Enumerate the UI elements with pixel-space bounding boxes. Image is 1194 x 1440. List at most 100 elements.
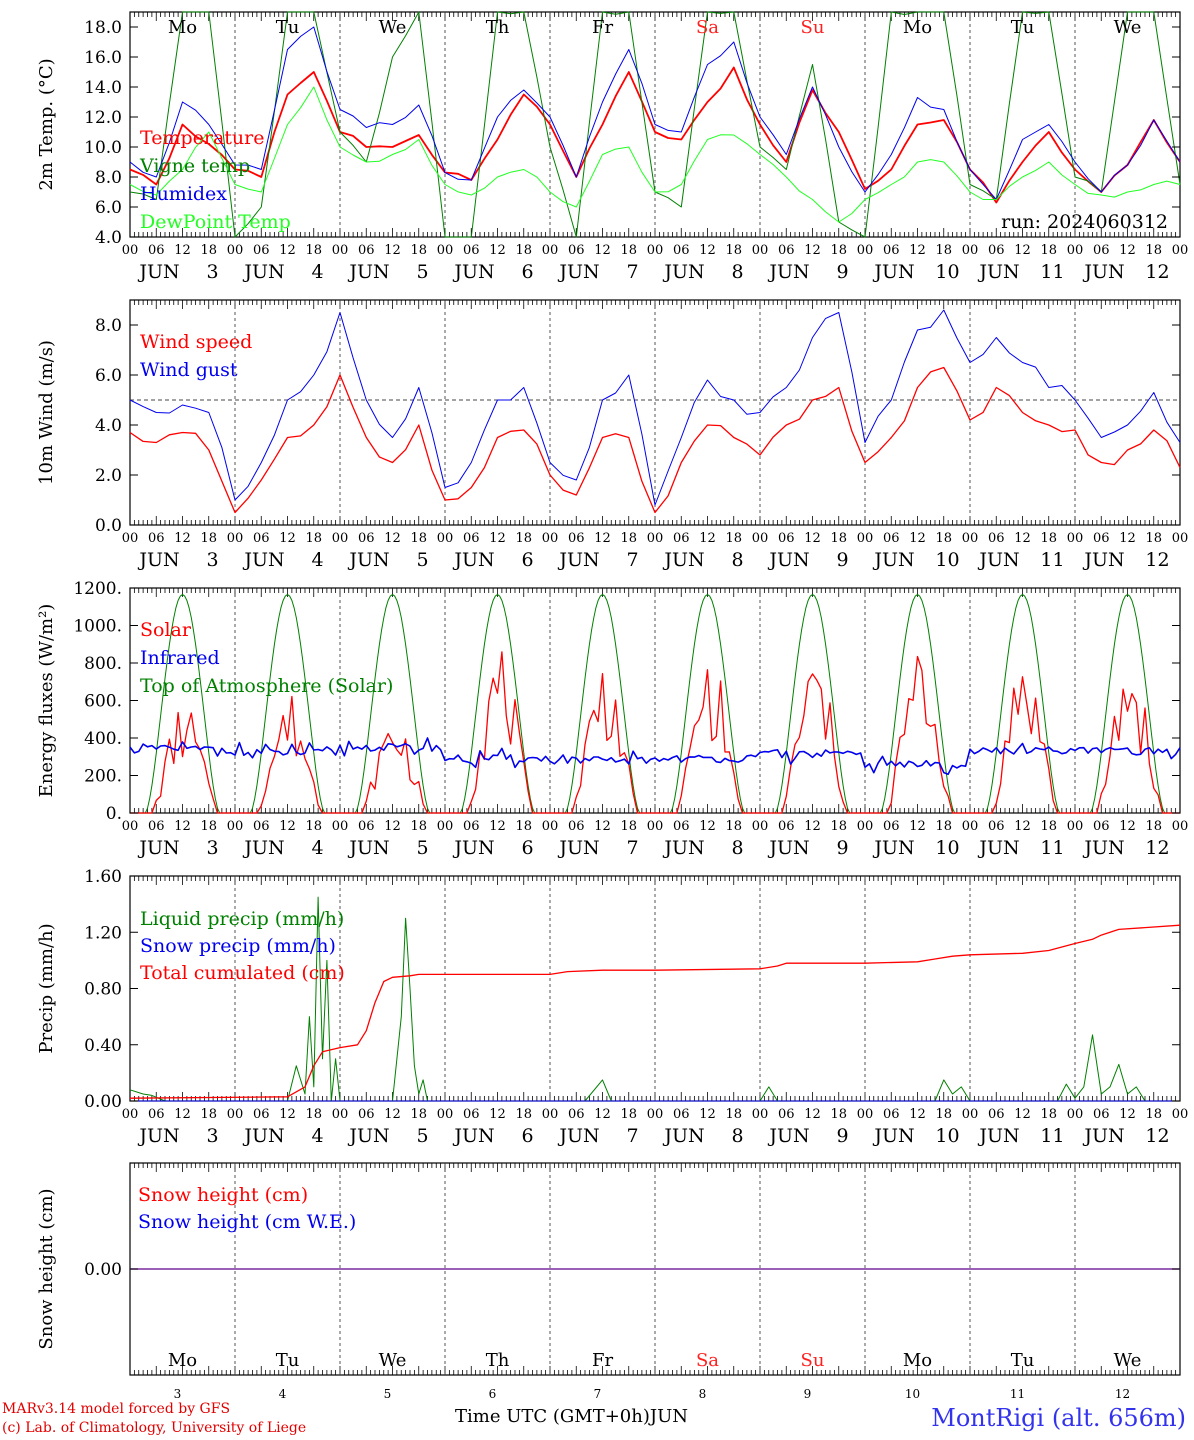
hour-tick-label: 18 [1145, 243, 1162, 258]
legend-entry: Humidex [140, 183, 227, 205]
day-number-label: 8 [731, 837, 743, 859]
month-label: JUN [137, 1125, 179, 1147]
y-tick-label: 800. [84, 654, 122, 674]
hour-tick-label: 18 [935, 819, 952, 834]
month-label: JUN [977, 549, 1019, 571]
hour-tick-label: 18 [1040, 1107, 1057, 1122]
hour-tick-label: 00 [1172, 243, 1189, 258]
month-label: JUN [872, 549, 914, 571]
y-tick-label: 2.0 [95, 466, 122, 486]
hour-tick-label: 06 [778, 531, 795, 546]
month-label: JUN [557, 549, 599, 571]
day-name-label: Fr [592, 1350, 613, 1371]
hour-tick-label: 18 [305, 819, 322, 834]
day-number-label: 7 [626, 549, 638, 571]
day-number-label: 12 [1145, 837, 1169, 859]
hour-tick-label: 06 [568, 819, 585, 834]
hour-tick-label: 00 [122, 1107, 139, 1122]
series-line [129, 309, 1181, 506]
hour-tick-label: 12 [804, 531, 821, 546]
month-label: JUN [242, 549, 284, 571]
legend-entry: Wind gust [140, 359, 238, 381]
hour-tick-label: 06 [148, 531, 165, 546]
hour-tick-label: 12 [384, 243, 401, 258]
month-label: JUN [452, 261, 494, 283]
hour-tick-label: 06 [778, 819, 795, 834]
hour-tick-label: 18 [1040, 531, 1057, 546]
hour-tick-label: 18 [725, 819, 742, 834]
day-number-label: 9 [836, 1125, 848, 1147]
hour-tick-label: 00 [227, 243, 244, 258]
day-name-label: Tu [1011, 17, 1035, 38]
hour-tick-label: 12 [279, 531, 296, 546]
hour-tick-label: 06 [463, 1107, 480, 1122]
legend-entry: Infrared [140, 647, 220, 669]
hour-tick-label: 18 [725, 531, 742, 546]
hour-tick-label: 06 [1093, 819, 1110, 834]
hour-tick-label: 18 [620, 243, 637, 258]
hour-tick-label: 00 [857, 243, 874, 258]
hour-tick-label: 00 [962, 531, 979, 546]
time-axis-month: JUN [649, 1406, 689, 1427]
day-number-label: 7 [626, 837, 638, 859]
hour-tick-label: 12 [384, 1107, 401, 1122]
day-name-label: We [1114, 17, 1142, 38]
day-name-label: We [379, 17, 407, 38]
month-label: JUN [1082, 1125, 1124, 1147]
hour-tick-label: 06 [673, 531, 690, 546]
hour-tick-label: 06 [253, 819, 270, 834]
hour-tick-label: 18 [410, 1107, 427, 1122]
day-number-label: 10 [935, 837, 959, 859]
month-label: JUN [872, 1125, 914, 1147]
hour-tick-label: 06 [883, 531, 900, 546]
hour-tick-label: 00 [1067, 819, 1084, 834]
hour-tick-label: 06 [148, 1107, 165, 1122]
hour-tick-label: 06 [1093, 531, 1110, 546]
y-tick-label: 14.0 [84, 78, 122, 98]
hour-tick-label: 18 [200, 243, 217, 258]
hour-tick-label: 00 [647, 243, 664, 258]
hour-tick-label: 12 [1014, 243, 1031, 258]
hour-tick-label: 18 [1145, 531, 1162, 546]
y-tick-label: 200. [84, 767, 122, 787]
month-label: JUN [347, 261, 389, 283]
y-tick-label: 16.0 [84, 48, 122, 68]
day-number-label: 6 [521, 837, 533, 859]
hour-tick-label: 06 [148, 819, 165, 834]
hour-tick-label: 12 [594, 531, 611, 546]
day-number-label: 11 [1040, 1125, 1064, 1147]
month-label: JUN [557, 1125, 599, 1147]
panel-1: Temperature Vigne temp Humidex DewPoint Tem… [36, 11, 1189, 283]
y-tick-label: 400. [84, 729, 122, 749]
day-name-label: Fr [592, 17, 613, 38]
y-tick-label: 1200. [73, 579, 122, 599]
hour-tick-label: 12 [174, 243, 191, 258]
day-number-label: 7 [626, 1125, 638, 1147]
day-number-small: 9 [804, 1387, 812, 1401]
day-number-label: 8 [731, 549, 743, 571]
y-tick-label: 4.0 [95, 228, 122, 248]
hour-tick-label: 12 [804, 819, 821, 834]
hour-tick-label: 18 [515, 531, 532, 546]
day-name-label: Su [801, 1350, 825, 1371]
legend-entry: Liquid precip (mm/h) [140, 908, 344, 930]
hour-tick-label: 12 [1119, 243, 1136, 258]
hour-tick-label: 00 [437, 531, 454, 546]
hour-tick-label: 06 [673, 243, 690, 258]
hour-tick-label: 12 [594, 819, 611, 834]
day-number-label: 9 [836, 837, 848, 859]
hour-tick-label: 06 [883, 243, 900, 258]
month-label: JUN [137, 549, 179, 571]
hour-tick-label: 06 [358, 243, 375, 258]
hour-tick-label: 06 [883, 1107, 900, 1122]
hour-tick-label: 18 [935, 1107, 952, 1122]
hour-tick-label: 00 [122, 531, 139, 546]
hour-tick-label: 06 [778, 243, 795, 258]
y-tick-label: 0.40 [84, 1036, 122, 1056]
series-line-solar [130, 651, 1180, 814]
hour-tick-label: 00 [227, 531, 244, 546]
y-tick-label: 10.0 [84, 138, 122, 158]
hour-tick-label: 00 [752, 243, 769, 258]
hour-tick-label: 00 [962, 243, 979, 258]
y-tick-label: 0.00 [84, 1092, 122, 1112]
